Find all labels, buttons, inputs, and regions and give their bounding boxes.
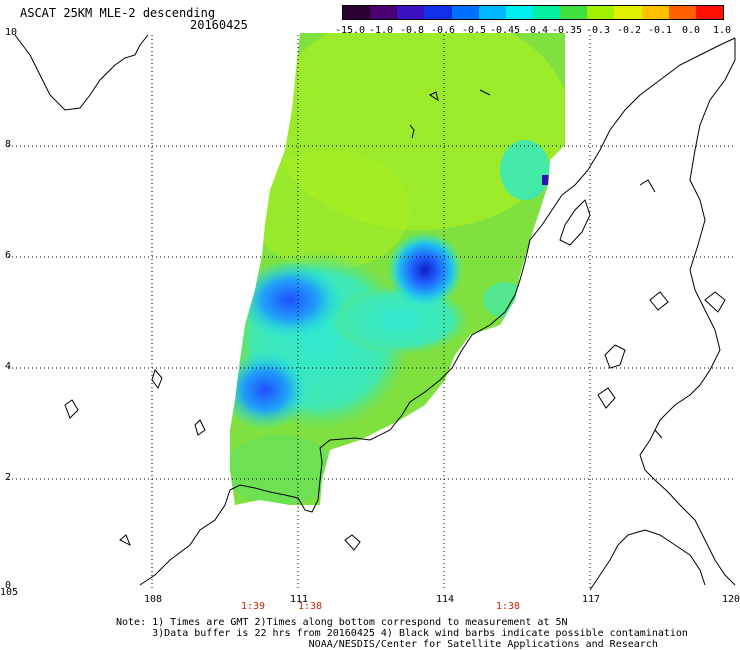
y-tick-0: 0: [5, 580, 12, 591]
note-line-1: Note: 1) Times are GMT 2)Times along bot…: [116, 617, 568, 628]
map-date: 20160425: [190, 18, 248, 32]
x-tick-117: 117: [582, 594, 601, 605]
x-tick-111: 111: [290, 594, 309, 605]
colorbar-swatch-9: [587, 6, 615, 19]
colorbar-swatch-10: [614, 6, 642, 19]
x-tick-105: 105: [0, 587, 19, 598]
colorbar-swatch-4: [451, 6, 479, 19]
notes: Note: 1) Times are GMT 2)Times along bot…: [116, 617, 688, 650]
y-tick-2: 2: [5, 472, 12, 483]
colorbar-label-9: -0.2: [616, 25, 642, 36]
colorbar-swatch-1: [370, 6, 398, 19]
colorbar-label-12: 1.0: [712, 25, 732, 36]
y-tick-4: 4: [5, 361, 12, 372]
colorbar-label-7: -0.35: [551, 25, 583, 36]
colorbar-swatch-3: [424, 6, 452, 19]
colorbar-swatch-13: [695, 6, 723, 19]
colorbar-swatch-6: [505, 6, 533, 19]
colorbar-label-3: -0.6: [430, 25, 456, 36]
colorbar-label-11: 0.0: [681, 25, 701, 36]
y-tick-10: 10: [5, 27, 18, 38]
colorbar-label-10: -0.1: [647, 25, 673, 36]
colorbar-label-0: -15.0: [334, 25, 366, 36]
time-label-2: 1:38: [297, 601, 323, 612]
colorbar-swatch-7: [532, 6, 561, 19]
time-label-1: 1:39: [240, 601, 266, 612]
note-line-2: 3)Data buffer is 22 hrs from 20160425 4)…: [116, 628, 688, 639]
x-tick-108: 108: [144, 594, 163, 605]
wind-swath: [230, 33, 565, 505]
coastlines: [14, 34, 736, 591]
colorbar-labels: -15.0 -1.0 -0.8 -0.6 -0.5 -0.45 -0.4 -0.35 -0.3-…: [330, 25, 732, 39]
colorbar-label-8: -0.3: [585, 25, 611, 36]
colorbar-label-1: -1.0: [368, 25, 394, 36]
colorbar-label-4: -0.5: [461, 25, 487, 36]
colorbar-label-5: -0.45: [489, 25, 521, 36]
colorbar: [342, 5, 724, 20]
time-label-3: 1:38: [495, 601, 521, 612]
colorbar-swatch-11: [641, 6, 669, 19]
colorbar-label-6: -0.4: [523, 25, 549, 36]
y-tick-6: 6: [5, 250, 12, 261]
x-tick-114: 114: [436, 594, 455, 605]
colorbar-label-2: -0.8: [399, 25, 425, 36]
colorbar-swatch-5: [478, 6, 506, 19]
colorbar-swatch-0: [343, 6, 371, 19]
note-line-3: NOAA/NESDIS/Center for Satellite Applica…: [116, 639, 658, 650]
x-tick-120: 120: [722, 594, 740, 605]
map-title: ASCAT 25KM MLE-2 descending: [20, 6, 216, 20]
y-tick-8: 8: [5, 139, 12, 150]
colorbar-swatch-12: [668, 6, 696, 19]
colorbar-swatch-2: [397, 6, 425, 19]
colorbar-swatch-8: [560, 6, 588, 19]
map-grid: [8, 35, 735, 590]
